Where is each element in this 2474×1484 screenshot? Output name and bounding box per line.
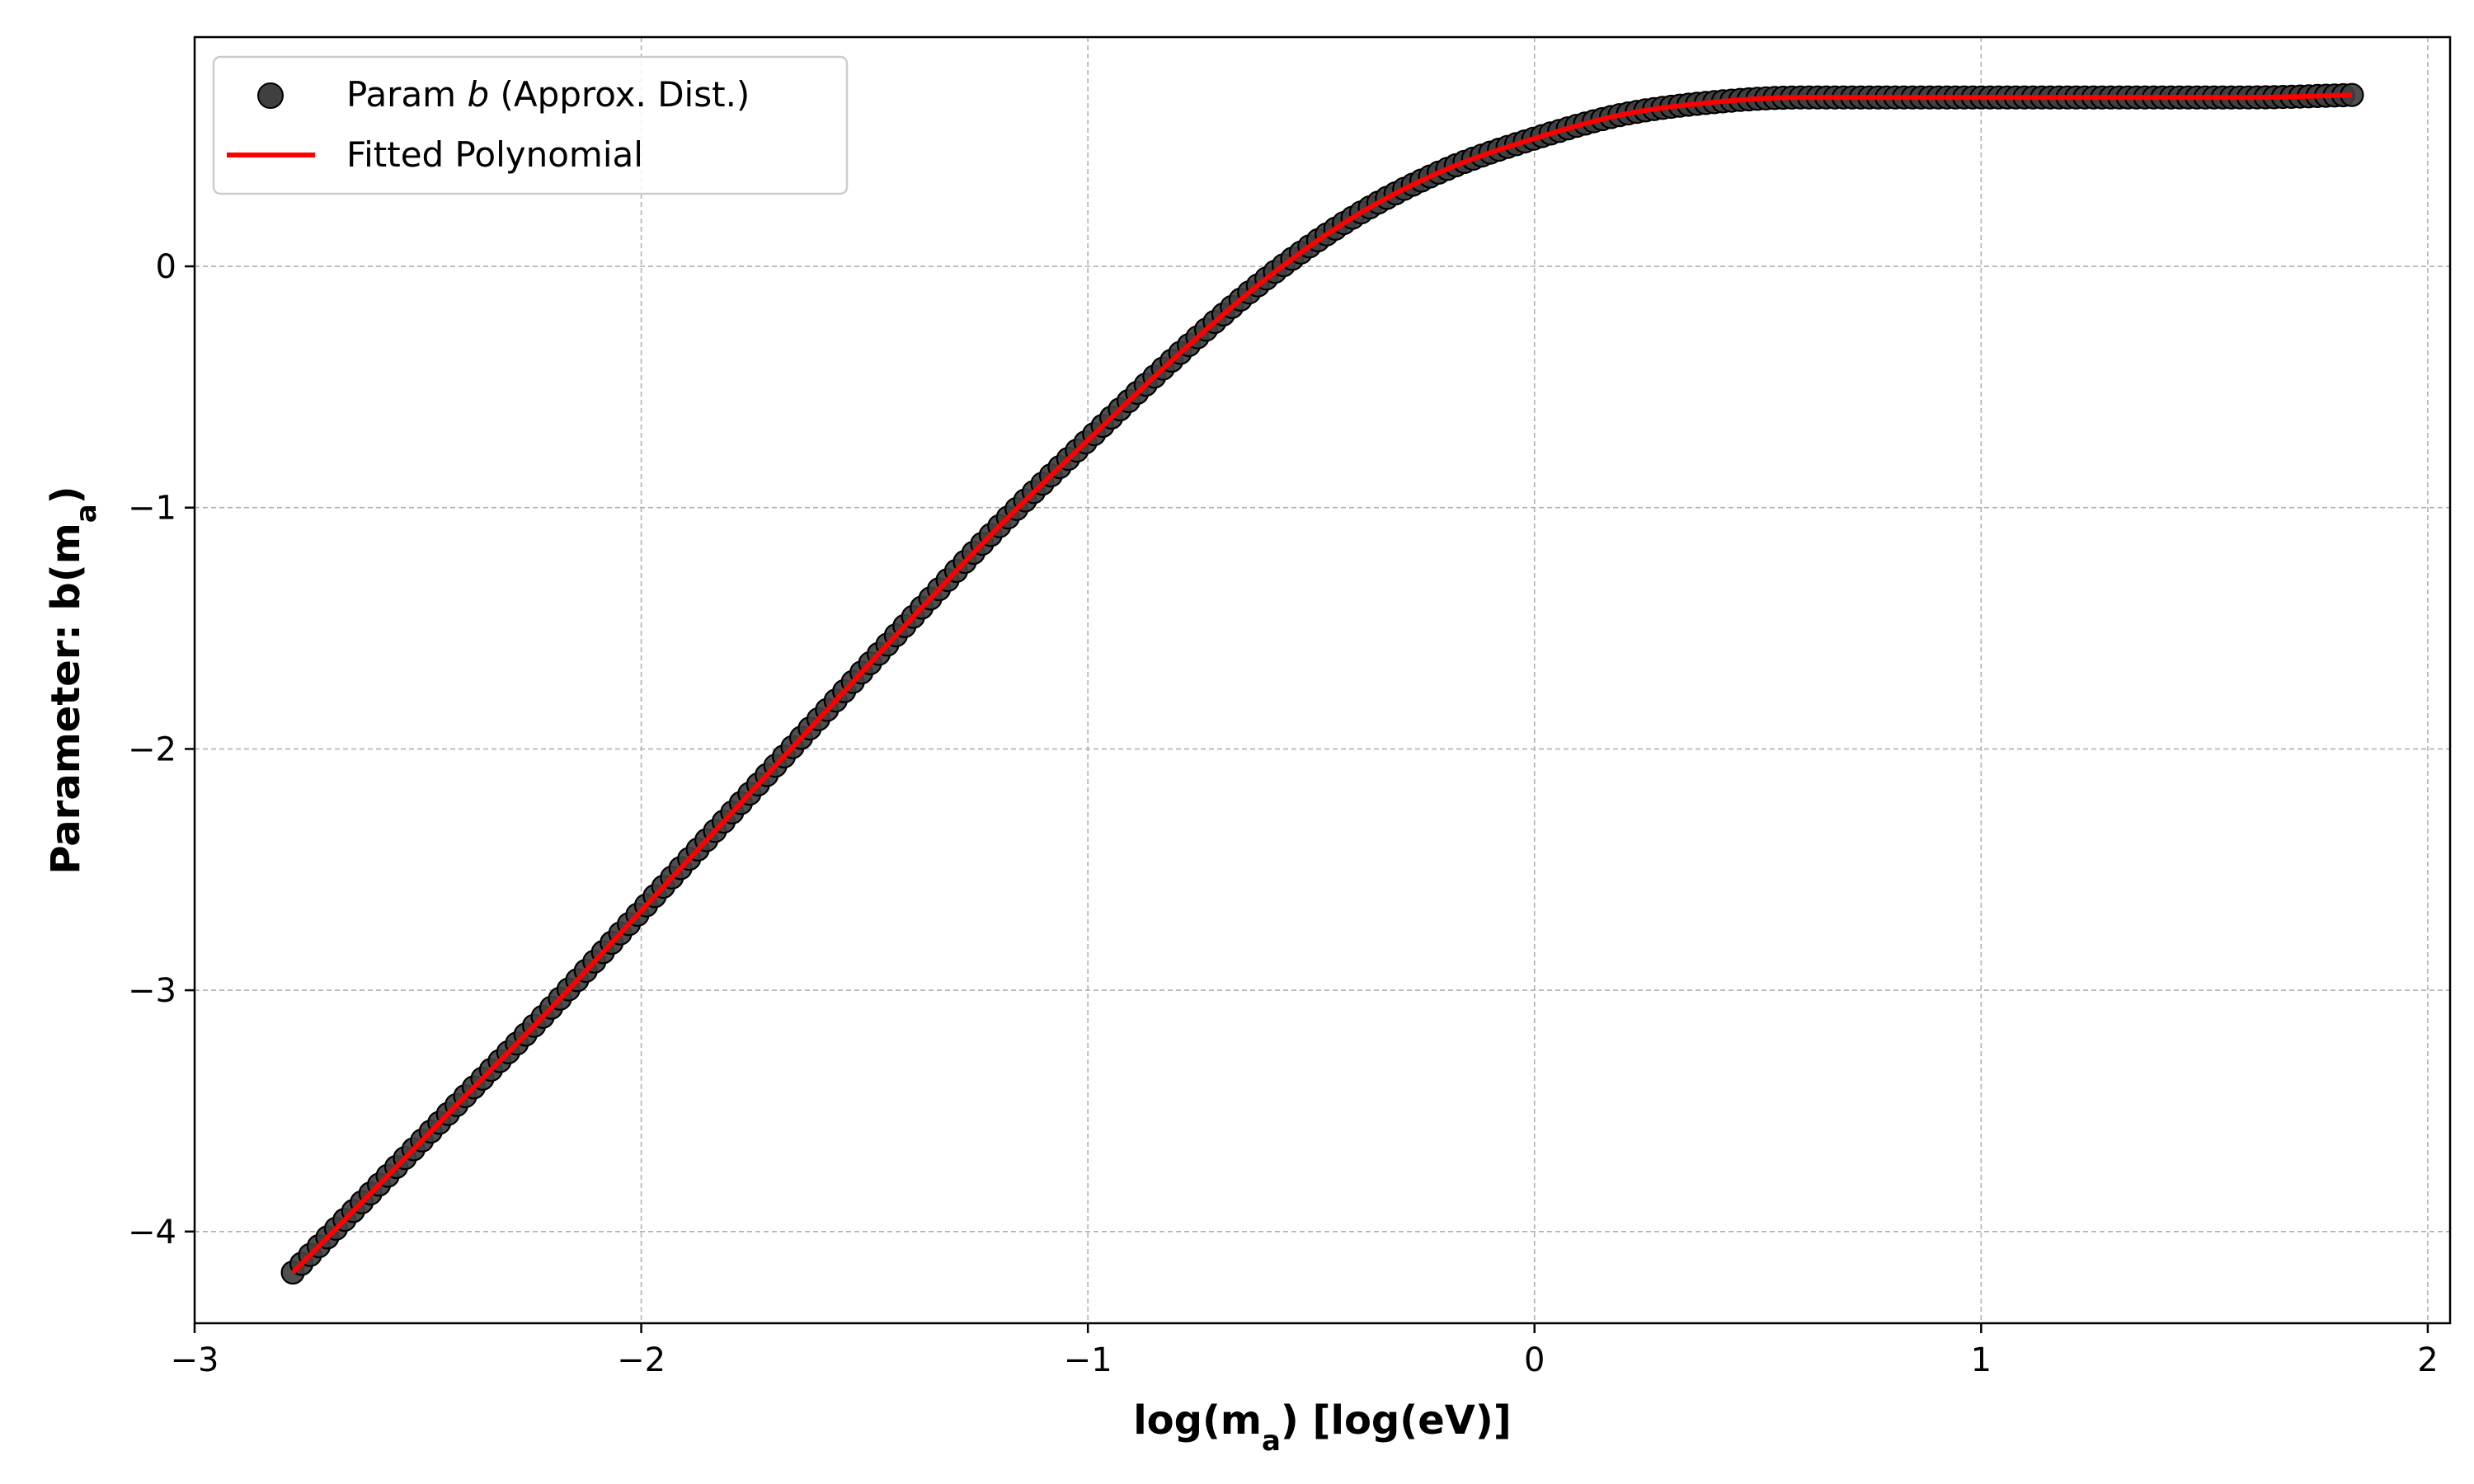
axis-ticks: −3 −2 −1 0 1 2 −4 −3 −2 −1 0: [128, 248, 2439, 1379]
y-axis-title-pre: Parameter: b(m: [43, 523, 89, 874]
legend-label-scatter: Param b (Approx. Dist.): [346, 74, 750, 115]
x-axis-title: log(ma) [log(eV)]: [1133, 1397, 1512, 1458]
legend-marker-scatter: [257, 82, 284, 109]
x-axis-title-sub: a: [1262, 1425, 1281, 1458]
y-axis-title: Parameter: b(ma): [43, 486, 103, 874]
plot-frame: [193, 35, 2452, 1325]
y-tick-label: −4: [128, 1214, 176, 1252]
x-tick-label: 1: [1971, 1341, 1992, 1379]
x-axis-title-post: ) [log(eV)]: [1281, 1397, 1512, 1444]
x-tick-label: −1: [1064, 1341, 1112, 1379]
x-tick-label: −3: [171, 1341, 219, 1379]
legend-label-scatter-post: (Approx. Dist.): [489, 74, 750, 115]
y-axis-title-post: ): [43, 486, 89, 504]
y-tick-label: −2: [128, 730, 176, 768]
y-axis-title-sub: a: [70, 504, 103, 523]
y-tick-label: 0: [156, 248, 176, 286]
x-tick-label: 2: [2417, 1341, 2438, 1379]
x-axis-title-pre: log(m: [1133, 1397, 1262, 1444]
legend-label-scatter-italic: b: [467, 74, 489, 115]
y-tick-label: −1: [128, 490, 176, 528]
x-tick-label: −2: [617, 1341, 666, 1379]
fitted-line-layer: [290, 92, 2352, 1275]
x-tick-label: 0: [1524, 1341, 1545, 1379]
legend-label-line: Fitted Polynomial: [346, 134, 643, 175]
fitted-polynomial-line: [290, 92, 2352, 1275]
legend-box: [212, 55, 849, 195]
legend: Param b (Approx. Dist.) Fitted Polynomia…: [212, 55, 849, 195]
legend-label-scatter-pre: Param: [346, 74, 467, 115]
y-tick-label: −3: [128, 972, 176, 1010]
